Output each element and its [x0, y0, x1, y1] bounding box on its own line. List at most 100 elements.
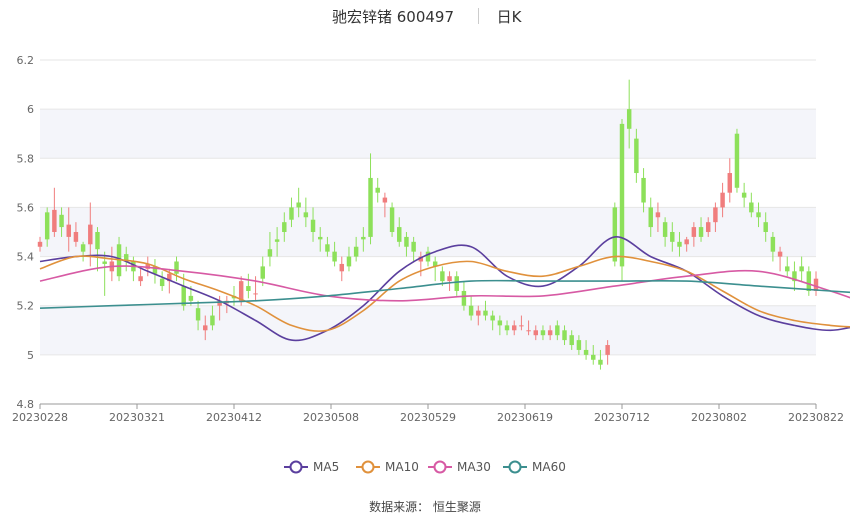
candle-body — [713, 207, 718, 223]
period-label: 日K — [497, 8, 523, 26]
candle-body — [188, 295, 194, 301]
y-tick-label: 5.6 — [17, 201, 35, 214]
candle — [80, 241, 86, 262]
candle — [52, 187, 57, 237]
candle — [181, 273, 186, 311]
candle-body — [361, 236, 366, 240]
candle — [397, 217, 402, 247]
candle — [705, 217, 711, 237]
x-tick-label: 20230802 — [691, 411, 747, 424]
candle — [648, 197, 653, 237]
candle-body — [749, 202, 754, 213]
candle — [73, 222, 79, 247]
candle-body — [346, 256, 352, 267]
y-tick-label: 6.2 — [17, 54, 35, 67]
candle-body — [626, 109, 632, 129]
candle-body — [375, 187, 380, 193]
data-source: 数据来源： 恒生聚源 — [369, 499, 481, 514]
candle — [389, 202, 395, 237]
candle — [317, 227, 323, 252]
x-tick-label: 20230529 — [400, 411, 456, 424]
y-tick-label: 5.8 — [17, 152, 35, 165]
candle-body — [763, 222, 768, 232]
candle-body — [52, 209, 57, 232]
candle-body — [569, 335, 574, 346]
candle — [777, 246, 783, 272]
candle — [483, 300, 488, 321]
candle — [138, 266, 143, 287]
candle — [102, 251, 107, 296]
candle — [806, 266, 812, 296]
candle — [612, 202, 618, 267]
candle — [547, 325, 553, 341]
y-tick-label: 5.4 — [17, 251, 35, 264]
candle-body — [210, 315, 215, 326]
candle — [440, 266, 445, 287]
candle — [583, 340, 589, 360]
candle-body — [317, 236, 323, 240]
candle-body — [73, 232, 79, 242]
candle — [720, 182, 725, 218]
candle-body — [66, 224, 71, 237]
candle — [799, 256, 804, 282]
candle — [555, 320, 560, 341]
candle-body — [612, 207, 618, 262]
candle — [368, 153, 373, 245]
candle-body — [389, 207, 395, 232]
candle-body — [490, 315, 495, 321]
candle-body — [138, 276, 143, 282]
candle — [655, 202, 661, 232]
candle — [763, 212, 768, 242]
candle — [540, 325, 546, 341]
candle-body — [37, 241, 43, 247]
candle-body — [432, 261, 438, 267]
legend-item-ma60: MA60 — [503, 460, 566, 474]
candle-body — [634, 138, 639, 174]
y-tick-label: 4.8 — [17, 398, 35, 411]
candle-body — [260, 266, 265, 279]
grid-band — [40, 109, 816, 159]
candle-body — [734, 133, 740, 188]
candle — [425, 246, 431, 267]
candle-body — [246, 286, 251, 291]
candle — [749, 192, 754, 218]
candle-body — [705, 222, 711, 232]
candle — [346, 246, 352, 272]
candle-body — [540, 330, 546, 336]
candle-body — [461, 290, 467, 306]
candle — [677, 232, 682, 257]
x-axis: 20230228 20230321 20230412 20230508 20230529… — [12, 403, 844, 424]
candle-body — [145, 263, 151, 269]
x-tick-label: 20230712 — [594, 411, 650, 424]
legend-item-ma30: MA30 — [428, 460, 491, 474]
candle-body — [598, 359, 603, 365]
candle-body — [684, 239, 689, 245]
candle — [691, 222, 697, 247]
candle — [756, 202, 761, 228]
candle-body — [368, 177, 373, 237]
candle — [411, 236, 416, 262]
candle — [684, 236, 689, 252]
candle-body — [662, 222, 668, 237]
candle-body — [289, 207, 294, 220]
candle-body — [756, 212, 761, 218]
candle — [37, 236, 43, 252]
candle — [490, 310, 495, 331]
candle-body — [102, 261, 107, 264]
candle-body — [468, 305, 474, 316]
candle — [526, 320, 531, 336]
candle — [339, 256, 345, 282]
candle — [727, 158, 733, 203]
candle-body — [691, 227, 697, 237]
candle-body — [59, 214, 64, 228]
candle-body — [648, 207, 653, 228]
candlestick-series — [37, 79, 819, 370]
candle — [361, 227, 366, 252]
legend-label: MA60 — [532, 460, 566, 474]
legend-marker — [361, 460, 375, 474]
candle-body — [353, 246, 359, 257]
candle — [641, 168, 646, 213]
candle-body — [605, 345, 610, 355]
candle-body — [152, 266, 158, 274]
